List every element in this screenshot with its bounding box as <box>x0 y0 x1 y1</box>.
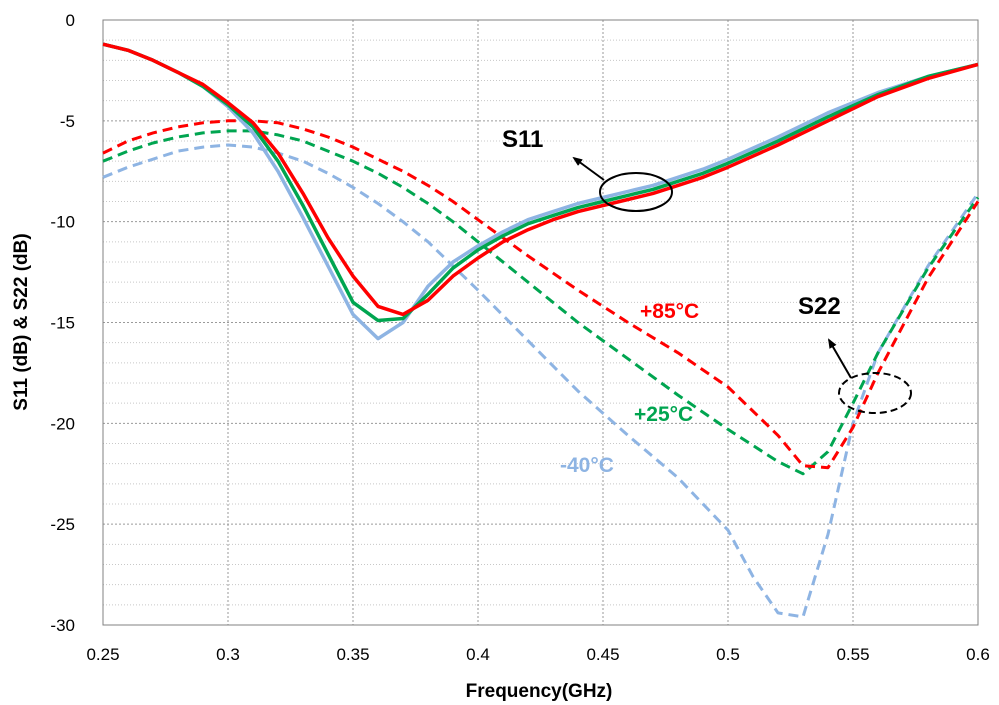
s11-label: S11 <box>502 126 543 153</box>
y-tick-label: -5 <box>60 112 75 131</box>
y-tick-label: 0 <box>66 11 75 30</box>
series-s11-minus40C <box>102 42 979 341</box>
x-tick-label: 0.4 <box>466 645 490 664</box>
x-tick-label: 0.45 <box>586 645 619 664</box>
x-tick-label: 0.55 <box>836 645 869 664</box>
x-tick-labels: 0.25 0.3 0.35 0.4 0.45 0.5 0.55 0.6 <box>86 645 989 664</box>
x-tick-label: 0.35 <box>336 645 369 664</box>
x-axis-title: Frequency(GHz) <box>466 681 613 702</box>
x-tick-label: 0.6 <box>966 645 990 664</box>
s11-marker-ellipse <box>599 172 673 212</box>
y-tick-labels: 0 -5 -10 -15 -20 -25 -30 <box>50 11 75 635</box>
series-s11-plus25C <box>102 42 979 323</box>
y-tick-label: -30 <box>50 616 75 635</box>
y-tick-label: -25 <box>50 515 75 534</box>
x-tick-label: 0.3 <box>216 645 240 664</box>
series-s11-plus85C <box>102 42 979 317</box>
y-tick-label: -20 <box>50 414 75 433</box>
s22-label: S22 <box>798 293 841 320</box>
y-axis-title: S11 (dB) & S22 (dB) <box>11 233 32 410</box>
y-tick-label: -15 <box>50 314 75 333</box>
label-plus25: +25°C <box>634 403 693 426</box>
s11-arrow <box>572 156 605 181</box>
series-lines <box>102 42 980 619</box>
plot-area-frame <box>102 19 979 626</box>
series-s22-plus85C <box>102 119 980 470</box>
x-tick-label: 0.25 <box>86 645 119 664</box>
y-tick-label: -10 <box>50 213 75 232</box>
x-tick-label: 0.5 <box>716 645 740 664</box>
label-minus40: -40°C <box>560 454 614 477</box>
series-s22-plus25C <box>102 129 980 476</box>
s22-arrow <box>827 338 852 379</box>
label-plus85: +85°C <box>640 300 699 323</box>
s22-marker-ellipse <box>838 372 912 414</box>
